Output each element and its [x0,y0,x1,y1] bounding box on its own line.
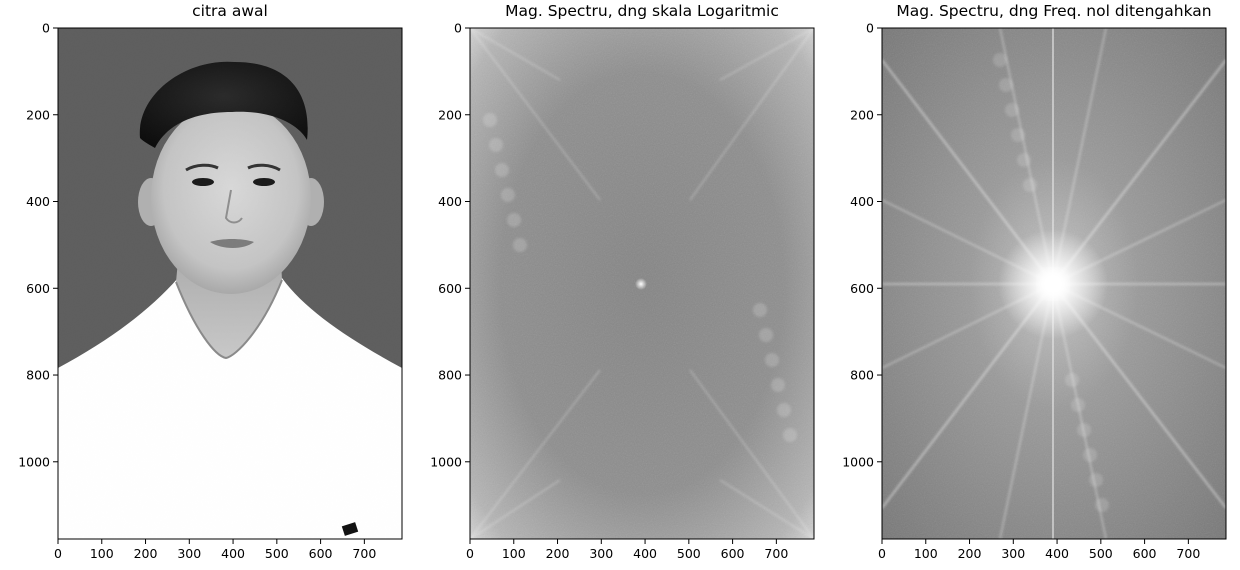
y-tick-label: 800 [850,368,874,383]
y-tick-label: 400 [850,194,874,209]
y-tick-label: 400 [438,194,462,209]
panel-2-title: Mag. Spectru, dng skala Logaritmic [505,2,779,20]
x-tick-label: 200 [134,546,158,561]
y-tick-label: 200 [438,107,462,122]
panel-1-frame [57,27,403,540]
x-tick-label: 700 [1176,546,1200,561]
y-tick-label: 600 [26,281,50,296]
x-tick-label: 500 [1089,546,1113,561]
x-tick-label: 100 [914,546,938,561]
y-tick-label: 200 [850,107,874,122]
y-tick-label: 1000 [18,454,50,469]
panel-2-frame [469,27,815,540]
y-tick-label: 800 [26,368,50,383]
panel-3-title: Mag. Spectru, dng Freq. nol ditengahkan [896,2,1212,20]
x-tick-label: 700 [764,546,788,561]
x-tick-label: 400 [1045,546,1069,561]
x-tick-label: 500 [677,546,701,561]
x-tick-label: 0 [54,546,62,561]
x-tick-label: 300 [1001,546,1025,561]
ripple-dots [483,113,797,442]
x-tick-label: 600 [1133,546,1157,561]
y-tick-label: 0 [454,21,462,36]
x-tick-label: 300 [589,546,613,561]
panel-1-title: citra awal [192,2,268,20]
x-tick-label: 700 [352,546,376,561]
x-tick-label: 300 [177,546,201,561]
panel-3-frame [881,27,1227,540]
x-tick-label: 0 [466,546,474,561]
x-tick-label: 500 [265,546,289,561]
y-tick-label: 0 [42,21,50,36]
ripple-dots [993,53,1109,512]
x-tick-label: 100 [90,546,114,561]
x-tick-label: 0 [878,546,886,561]
y-tick-label: 1000 [430,454,462,469]
x-tick-label: 200 [546,546,570,561]
x-tick-label: 400 [633,546,657,561]
y-tick-label: 600 [438,281,462,296]
panel-3-image [882,28,1226,539]
x-tick-label: 600 [309,546,333,561]
x-tick-label: 100 [502,546,526,561]
x-tick-label: 200 [958,546,982,561]
corner-streaks [470,28,814,539]
panel-1-image [58,28,402,539]
y-tick-label: 0 [866,21,874,36]
y-tick-label: 200 [26,107,50,122]
y-tick-label: 400 [26,194,50,209]
x-tick-label: 400 [221,546,245,561]
panel-2-image [470,28,814,539]
y-tick-label: 1000 [842,454,874,469]
center-spot [635,278,647,290]
y-tick-label: 600 [850,281,874,296]
y-tick-label: 800 [438,368,462,383]
x-tick-label: 600 [721,546,745,561]
